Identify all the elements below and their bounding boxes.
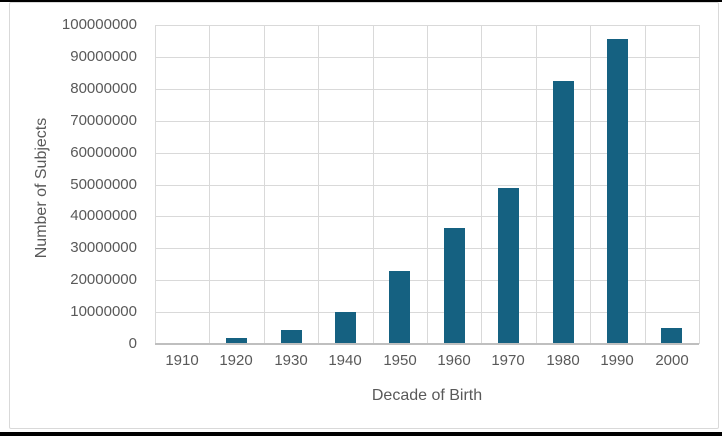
- y-tick-label: 80000000: [70, 80, 137, 97]
- x-tick-label: 1930: [274, 352, 308, 369]
- v-gridline: [155, 25, 156, 344]
- bar-1920: [226, 338, 247, 344]
- bar-1930: [281, 330, 302, 344]
- bottom-border-strip: [0, 432, 722, 436]
- y-tick-label: 90000000: [70, 48, 137, 65]
- v-gridline: [209, 25, 210, 344]
- y-tick-label: 30000000: [70, 239, 137, 256]
- v-gridline: [427, 25, 428, 344]
- bar-1940: [335, 312, 356, 344]
- y-tick-label: 50000000: [70, 176, 137, 193]
- v-gridline: [373, 25, 374, 344]
- v-gridline: [536, 25, 537, 344]
- bar-2000: [661, 328, 682, 344]
- x-axis-line: [155, 343, 699, 345]
- v-gridline: [590, 25, 591, 344]
- plot-area: [155, 25, 700, 345]
- bar-1990: [607, 39, 628, 344]
- y-tick-label: 10000000: [70, 303, 137, 320]
- x-axis-title: Decade of Birth: [371, 387, 483, 404]
- bar-1960: [444, 228, 465, 344]
- v-gridline: [645, 25, 646, 344]
- v-gridline: [264, 25, 265, 344]
- x-tick-label: 1950: [383, 352, 417, 369]
- y-tick-label: 70000000: [70, 112, 137, 129]
- bar-1970: [498, 188, 519, 344]
- x-tick-label: 1980: [546, 352, 580, 369]
- y-tick-label: 60000000: [70, 144, 137, 161]
- top-border-strip: [0, 0, 722, 2]
- bar-1950: [389, 271, 410, 344]
- x-tick-label: 1970: [491, 352, 525, 369]
- x-tick-label: 1990: [600, 352, 634, 369]
- y-axis-title: Number of Subjects: [33, 117, 50, 259]
- v-gridline: [318, 25, 319, 344]
- chart-frame: [9, 2, 719, 429]
- bar-1980: [553, 81, 574, 344]
- x-tick-label: 1960: [437, 352, 471, 369]
- x-tick-label: 1910: [165, 352, 199, 369]
- y-tick-label: 20000000: [70, 271, 137, 288]
- y-tick-label: 100000000: [61, 16, 137, 33]
- v-gridline: [481, 25, 482, 344]
- v-gridline: [699, 25, 700, 344]
- y-tick-label: 0: [128, 335, 137, 352]
- x-tick-label: 1920: [219, 352, 253, 369]
- x-tick-label: 1940: [328, 352, 362, 369]
- x-tick-label: 2000: [655, 352, 689, 369]
- y-tick-label: 40000000: [70, 207, 137, 224]
